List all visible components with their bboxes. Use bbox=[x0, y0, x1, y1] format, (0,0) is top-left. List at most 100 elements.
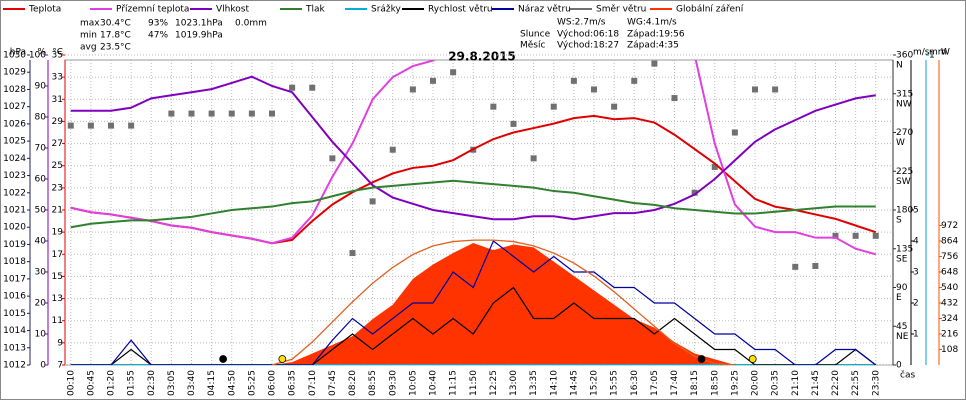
direction-point bbox=[369, 198, 376, 205]
compass-label: NW bbox=[896, 99, 912, 109]
axis-unit: W bbox=[941, 48, 950, 58]
x-tick-label: 13:35 bbox=[529, 370, 539, 396]
y-tick-label: 972 bbox=[941, 221, 958, 231]
compass-label: N bbox=[896, 61, 903, 71]
x-tick-label: 02:30 bbox=[147, 370, 157, 396]
x-tick-label: 03:40 bbox=[187, 370, 197, 396]
x-tick-label: 05:25 bbox=[247, 370, 257, 396]
y-tick-label: 1013 bbox=[3, 343, 26, 353]
direction-point bbox=[550, 103, 557, 110]
stat-text: max bbox=[80, 19, 100, 29]
stat-text: 47% bbox=[148, 31, 168, 41]
y-tick-label: 315 bbox=[896, 89, 913, 99]
legend-label: Srážky bbox=[371, 5, 402, 15]
x-tick-label: 00:10 bbox=[66, 370, 76, 396]
y-tick-label: 1 bbox=[913, 330, 919, 340]
axis-unit: m/s bbox=[913, 48, 930, 58]
y-tick-label: 31 bbox=[52, 95, 63, 105]
sun-marker bbox=[278, 355, 287, 363]
direction-point bbox=[832, 232, 839, 239]
series-line bbox=[70, 75, 876, 221]
direction-point bbox=[772, 86, 779, 93]
x-tick-label: 03:05 bbox=[167, 370, 177, 396]
y-tick-label: 1029 bbox=[3, 68, 26, 78]
compass-label: S bbox=[896, 216, 902, 226]
y-tick-label: 360 bbox=[896, 51, 913, 61]
y-tick-label: 20 bbox=[35, 299, 47, 309]
wind-summary: WG:4.1m/s bbox=[627, 18, 677, 28]
y-tick-label: 135 bbox=[896, 244, 913, 254]
x-tick-label: 23:30 bbox=[871, 370, 881, 396]
y-tick-label: 2 bbox=[913, 299, 919, 309]
compass-label: NE bbox=[896, 332, 909, 342]
y-tick-label: 0 bbox=[896, 361, 902, 371]
axis-unit: mm bbox=[929, 48, 947, 58]
y-tick-label: 80 bbox=[35, 113, 47, 123]
y-tick-label: 40 bbox=[35, 237, 47, 247]
y-tick-label: 1024 bbox=[3, 154, 26, 164]
x-tick-label: 21:45 bbox=[811, 370, 821, 396]
y-tick-label: 27 bbox=[52, 139, 63, 149]
y-tick-label: 648 bbox=[941, 268, 958, 278]
y-tick-label: 1018 bbox=[3, 257, 26, 267]
sun-info: Východ:06:18 bbox=[557, 30, 619, 40]
direction-point bbox=[108, 122, 114, 129]
y-tick-label: 540 bbox=[941, 283, 958, 293]
direction-point bbox=[188, 110, 195, 117]
x-tick-label: 09:30 bbox=[388, 370, 398, 396]
y-tick-label: 270 bbox=[896, 128, 913, 138]
y-tick-label: 1025 bbox=[3, 137, 26, 147]
x-tick-label: 11:50 bbox=[469, 370, 479, 396]
grid bbox=[27, 54, 942, 366]
direction-point bbox=[631, 77, 638, 84]
direction-point bbox=[691, 189, 698, 196]
y-tick-label: 13 bbox=[52, 294, 63, 304]
y-tick-label: 9 bbox=[57, 338, 63, 348]
compass-label: W bbox=[896, 138, 905, 148]
legend-label: Směr větru bbox=[596, 5, 646, 15]
y-tick-label: 1026 bbox=[3, 119, 26, 129]
direction-point bbox=[651, 60, 658, 67]
y-tick-label: 1028 bbox=[3, 85, 26, 95]
direction-point bbox=[128, 122, 135, 129]
compass-label: E bbox=[896, 293, 902, 303]
direction-point bbox=[87, 122, 94, 129]
y-tick-label: 21 bbox=[52, 206, 63, 216]
y-tick-label: 30 bbox=[35, 268, 47, 278]
y-tick-label: 1023 bbox=[3, 171, 26, 181]
legend-label: Náraz větru bbox=[518, 5, 571, 15]
x-axis-label: čas bbox=[900, 370, 915, 381]
y-tick-label: 19 bbox=[52, 228, 64, 238]
direction-point bbox=[611, 103, 618, 110]
y-tick-label: 1020 bbox=[3, 223, 26, 233]
x-tick-label: 10:40 bbox=[429, 370, 439, 396]
legend-label: Teplota bbox=[28, 5, 61, 15]
legend-label: Vlhkost bbox=[216, 5, 249, 15]
direction-point bbox=[510, 120, 517, 127]
y-tick-label: 864 bbox=[941, 237, 958, 247]
y-tick-label: 70 bbox=[35, 144, 47, 154]
marks bbox=[67, 60, 879, 365]
y-tick-label: 15 bbox=[52, 272, 63, 282]
stat-text: avg bbox=[80, 43, 97, 53]
direction-point bbox=[349, 250, 356, 257]
x-tick-label: 21:10 bbox=[791, 370, 801, 396]
labels: 00:10 00:45 01:20 01:55 02:30 03:05 03:40 04:15… bbox=[3, 5, 958, 396]
sun-info: Slunce bbox=[520, 30, 551, 40]
x-tick-label: 20:00 bbox=[751, 370, 761, 396]
y-tick-label: 3 bbox=[913, 268, 919, 278]
x-tick-label: 06:00 bbox=[268, 370, 278, 396]
direction-point bbox=[228, 110, 235, 117]
x-tick-label: 16:30 bbox=[630, 370, 640, 396]
y-tick-label: 35 bbox=[52, 51, 63, 61]
x-tick-label: 12:25 bbox=[489, 370, 499, 396]
y-tick-label: 5 bbox=[913, 206, 919, 216]
x-tick-label: 06:35 bbox=[288, 370, 298, 396]
direction-point bbox=[329, 155, 336, 162]
sun-info: Západ:19:56 bbox=[627, 30, 685, 40]
direction-point bbox=[671, 95, 678, 102]
series-line bbox=[271, 239, 735, 365]
y-tick-label: 33 bbox=[52, 73, 63, 83]
y-tick-label: 0 bbox=[40, 361, 46, 371]
series-area bbox=[70, 243, 876, 365]
